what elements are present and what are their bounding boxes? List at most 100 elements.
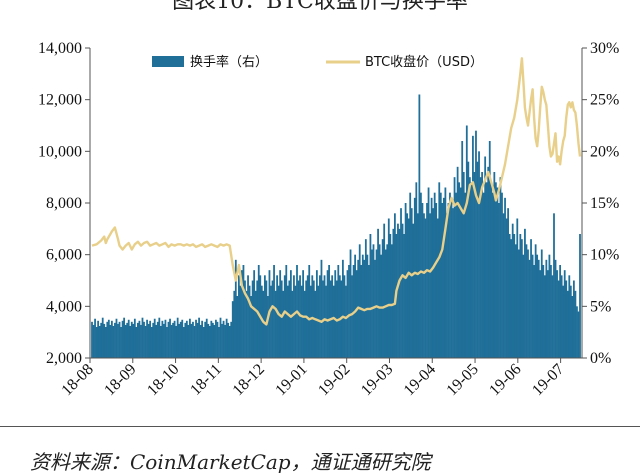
turnover-bar bbox=[224, 324, 226, 358]
turnover-bar bbox=[291, 290, 294, 358]
turnover-bar bbox=[407, 218, 410, 358]
turnover-bar bbox=[100, 322, 103, 358]
turnover-bar bbox=[499, 177, 502, 358]
turnover-bar bbox=[508, 234, 511, 358]
turnover-bar bbox=[461, 141, 464, 358]
turnover-bar bbox=[314, 290, 317, 358]
turnover-bar bbox=[146, 319, 148, 358]
turnover-bar bbox=[215, 319, 217, 358]
turnover-bar bbox=[413, 197, 416, 358]
turnover-bar bbox=[277, 285, 280, 358]
turnover-bar bbox=[542, 265, 545, 358]
turnover-bar bbox=[416, 213, 419, 358]
turnover-bar bbox=[219, 317, 222, 358]
turnover-bar bbox=[210, 320, 213, 358]
turnover-bar bbox=[104, 327, 107, 358]
turnover-bar bbox=[516, 218, 519, 358]
turnover-bar bbox=[351, 275, 353, 358]
turnover-bar bbox=[129, 325, 132, 358]
turnover-bar bbox=[98, 325, 101, 358]
turnover-bar bbox=[195, 319, 197, 358]
turnover-bar bbox=[97, 320, 100, 358]
turnover-bar bbox=[377, 228, 379, 358]
turnover-bar bbox=[418, 94, 421, 358]
turnover-bar bbox=[164, 319, 167, 358]
turnover-bar bbox=[410, 208, 413, 358]
turnover-bar bbox=[442, 197, 445, 358]
turnover-bar bbox=[159, 325, 162, 358]
turnover-bar bbox=[205, 318, 208, 358]
turnover-bar bbox=[577, 311, 580, 358]
turnover-bar bbox=[522, 254, 525, 358]
turnover-bar bbox=[501, 192, 503, 358]
turnover-bar bbox=[117, 323, 119, 358]
turnover-bar bbox=[378, 244, 381, 358]
turnover-bar bbox=[107, 319, 110, 358]
turnover-bar bbox=[334, 270, 337, 358]
turnover-bar bbox=[475, 130, 477, 358]
turnover-bar bbox=[456, 166, 459, 358]
turnover-bar bbox=[338, 275, 341, 358]
turnover-bar bbox=[435, 203, 438, 358]
x-tick-label: 19-06 bbox=[486, 361, 524, 399]
left-tick-label: 4,000 bbox=[46, 298, 82, 315]
turnover-bar bbox=[130, 321, 133, 358]
left-tick-label: 8,000 bbox=[46, 195, 82, 212]
turnover-bar bbox=[199, 324, 202, 358]
turnover-bar bbox=[524, 228, 526, 358]
turnover-bar bbox=[520, 239, 523, 358]
x-tick-label: 19-05 bbox=[443, 361, 481, 399]
turnover-bar bbox=[121, 320, 124, 358]
turnover-bar bbox=[260, 285, 263, 358]
turnover-bar bbox=[297, 280, 300, 358]
turnover-bar bbox=[184, 322, 187, 358]
turnover-bar bbox=[452, 208, 454, 358]
turnover-bar bbox=[490, 182, 493, 358]
turnover-bar bbox=[153, 318, 156, 358]
turnover-bar bbox=[302, 270, 305, 358]
right-tick-label: 30% bbox=[590, 40, 619, 57]
turnover-bar bbox=[444, 187, 447, 358]
x-tick-label: 18-09 bbox=[101, 361, 139, 399]
turnover-bar bbox=[481, 172, 483, 358]
turnover-bar bbox=[394, 213, 396, 358]
turnover-bar bbox=[138, 320, 141, 358]
turnover-bar bbox=[345, 285, 347, 358]
turnover-bar bbox=[494, 182, 497, 358]
turnover-bar bbox=[315, 270, 318, 358]
turnover-bar bbox=[274, 290, 277, 358]
turnover-bar bbox=[126, 322, 129, 358]
turnover-bar bbox=[563, 270, 566, 358]
turnover-bar bbox=[311, 275, 314, 358]
turnover-bar bbox=[517, 249, 520, 358]
turnover-bar bbox=[462, 172, 465, 358]
turnover-bar bbox=[141, 317, 144, 358]
turnover-bar bbox=[132, 323, 135, 358]
turnover-bar bbox=[216, 321, 219, 358]
x-tick-label: 19-04 bbox=[401, 361, 439, 399]
turnover-bar bbox=[400, 208, 402, 358]
turnover-bar bbox=[247, 275, 249, 358]
chart-title: 图表10：BTC收盘价与换手率 bbox=[172, 0, 468, 14]
turnover-bar bbox=[185, 320, 188, 358]
turnover-bar bbox=[479, 177, 482, 358]
turnover-bar bbox=[208, 325, 211, 358]
turnover-bar bbox=[472, 135, 474, 358]
turnover-bar bbox=[505, 218, 508, 358]
turnover-bar bbox=[565, 280, 568, 358]
turnover-bar bbox=[403, 234, 405, 358]
footer-rule bbox=[0, 426, 640, 427]
turnover-bar bbox=[248, 285, 251, 358]
turnover-bar bbox=[227, 322, 230, 358]
turnover-bar bbox=[95, 327, 98, 358]
turnover-bar bbox=[355, 270, 358, 358]
turnover-bar bbox=[163, 323, 165, 358]
turnover-bar bbox=[406, 213, 409, 358]
turnover-bar bbox=[135, 327, 138, 358]
turnover-bar bbox=[536, 254, 539, 358]
turnover-bar bbox=[242, 265, 245, 358]
turnover-bar bbox=[571, 296, 574, 358]
turnover-bar bbox=[323, 275, 326, 358]
left-tick-label: 14,000 bbox=[38, 40, 82, 57]
turnover-bar bbox=[390, 244, 393, 358]
